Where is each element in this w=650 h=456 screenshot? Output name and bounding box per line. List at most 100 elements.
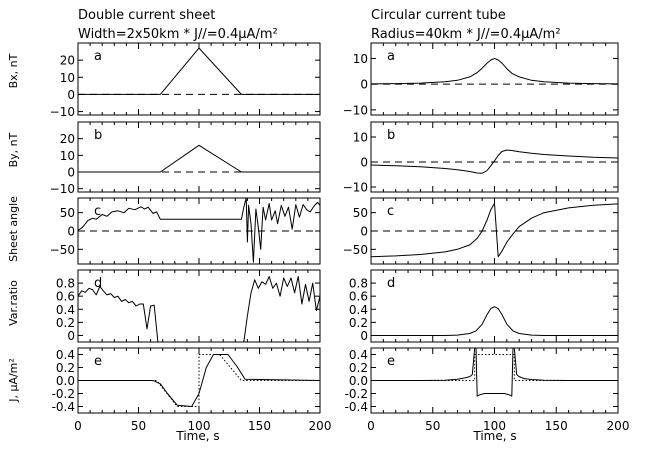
ylabel-row-e: J, μA/m² [7,358,20,403]
col2-panel-d-frame [370,269,619,343]
col2-xtick-label: 50 [425,419,440,433]
col2-xtick-label: 100 [483,419,506,433]
col1-panel-c-label: c [94,204,101,219]
col1-panel-b: b 20 10 0 −10 [50,121,321,196]
ylabel-row-d: Var.ratio [7,280,20,326]
col2-panel-e-ytick-label: 0.0 [349,374,368,388]
col2-panel-d-label: d [387,276,395,291]
col1-panel-c-ytick-label: 50 [60,206,75,220]
col1-panel-d-label: d [94,276,102,291]
col2-xtick-label: 200 [607,419,630,433]
col1-panel-a-ytick-label: 0 [67,88,75,102]
col2-panel-e: e 0.40.20.0-0.2-0.4 0 50 100 150 200 [345,347,630,433]
col2-panel-c: c 50 0 −50 [343,197,619,265]
col1-xtick-label: 0 [74,419,82,433]
col2-panel-c-series-1 [370,203,619,258]
col1-panel-a-frame [77,42,321,116]
col1-panel-e-ytick-label: 0.0 [56,374,75,388]
col1-panel-e-ytick-label: -0.2 [52,387,75,401]
col2-panel-e-ytick-label: -0.4 [345,400,368,414]
col1-panel-b-ytick-label: 0 [67,166,75,180]
col1-panel-e-series-1 [78,354,321,407]
col2-panel-a-series-1 [370,57,619,85]
col2-panel-d-ytick-label: 0.6 [349,290,368,304]
col2-panel-b-ytick-label: −10 [343,181,368,195]
col1-panel-b-label: b [94,128,102,143]
panels: a20100−10b20100−10c500−50d0.80.60.40.20e… [50,42,630,433]
col1-panel-c: c 50 0 −50 [50,197,321,265]
col2-panel-d-ytick-label: 0.4 [349,303,368,317]
col1-xtick-label: 50 [131,419,146,433]
col2-panel-a-ytick-label: 0 [360,78,368,92]
col2-panel-e-label: e [387,354,395,369]
col1-panel-e-ytick-label: 0.2 [56,361,75,375]
right-title-line1: Circular current tube [371,8,506,23]
left-title-line1: Double current sheet [78,8,215,23]
right-title-line2: Radius=40km * J//=0.4μA/m² [371,27,561,42]
col2-panel-a-ytick-label: −10 [343,103,368,117]
col2-panel-d-ytick-label: 0.2 [349,316,368,330]
col1-xtick-label: 150 [248,419,271,433]
col1-panel-a: a 20 10 0 −10 [50,42,321,119]
col2-xtick-label: 150 [545,419,568,433]
col1-panel-b-series-1 [78,144,320,173]
col1-panel-d-ytick-label: 0.6 [56,290,75,304]
col1-panel-e-ytick-label: -0.4 [52,400,75,414]
left-title-line2: Width=2x50km * J//=0.4μA/m² [78,27,278,42]
col2-panel-b-series-1 [370,149,619,174]
col1-panel-c-series-1 [77,197,321,263]
col1-panel-d-ytick-label: 0.2 [56,316,75,330]
col2-panel-c-label: c [387,204,394,219]
col1-panel-b-ytick-label: 10 [60,149,75,163]
col1-panel-a-ytick-label: 10 [60,71,75,85]
col1-panel-d-series-1 [77,276,321,343]
col1-panel-d-ytick-label: 0 [67,329,75,343]
col1-panel-c-ytick-label: 0 [67,225,75,239]
col1-panel-e-series-2 [78,354,320,407]
ylabel-row-c: Sheet angle [7,196,20,262]
col2-panel-e-series-1 [371,347,618,397]
col1-panel-d-ytick-label: 0.8 [56,277,75,291]
ylabel-row-a: Bx, nT [7,53,20,88]
col1-panel-d-frame [77,269,321,343]
col1-panel-a-ytick-label: −10 [50,105,75,119]
col2-panel-d: d 0.80.60.40.20 [349,269,619,343]
col2-panel-b-label: b [387,128,395,143]
col1-panel-a-series-1 [78,47,320,95]
col1-panel-a-ytick-label: 20 [60,54,75,68]
ylabel-row-b: By, nT [7,132,20,167]
col2-panel-a: a 10 0 −10 [343,42,619,117]
col2-panel-e-ytick-label: 0.4 [349,348,368,362]
col2-panel-c-ytick-label: 0 [360,225,368,239]
col2-panel-a-ytick-label: 10 [353,52,368,66]
col1-xtick-label: 100 [188,419,211,433]
col2-panel-d-series-1 [371,306,618,336]
right-xlabel: Time, s [472,429,516,443]
col2-panel-b-ytick-label: 10 [353,131,368,145]
col2-panel-e-series-2 [371,354,618,381]
col1-panel-e-ytick-label: 0.4 [56,348,75,362]
col2-panel-b: b 10 0 −10 [343,121,619,195]
col1-panel-b-frame [77,121,321,193]
col2-panel-a-label: a [387,49,395,64]
col1-panel-e: e 0.40.20.0-0.2-0.4 0 50 100 150 200 [52,347,332,433]
col2-panel-d-ytick-label: 0.8 [349,277,368,291]
col2-panel-a-frame [370,42,619,116]
col1-panel-c-ytick-label: −50 [50,243,75,257]
col1-panel-b-ytick-label: 20 [60,132,75,146]
col1-panel-e-label: e [94,354,102,369]
col1-panel-d: d 0.80.60.40.20 [56,269,321,343]
left-xlabel: Time, s [175,429,219,443]
col2-panel-e-ytick-label: 0.2 [349,361,368,375]
col2-panel-e-ytick-label: -0.2 [345,387,368,401]
col1-panel-a-label: a [94,49,102,64]
col2-xtick-label: 0 [367,419,375,433]
col2-panel-c-ytick-label: 50 [353,206,368,220]
col1-panel-b-ytick-label: −10 [50,182,75,196]
col2-panel-d-ytick-label: 0 [360,329,368,343]
col1-panel-d-ytick-label: 0.4 [56,303,75,317]
col2-panel-b-ytick-label: 0 [360,156,368,170]
col2-panel-c-ytick-label: −50 [343,243,368,257]
col1-xtick-label: 200 [309,419,332,433]
